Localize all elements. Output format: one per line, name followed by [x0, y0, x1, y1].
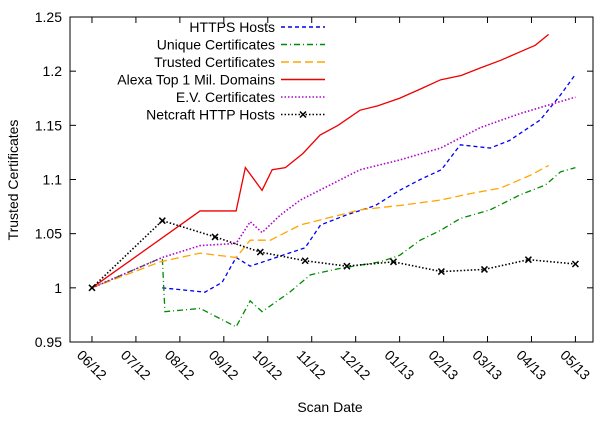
legend-label: Trusted Certificates [154, 54, 275, 70]
y-tick-label: 1.05 [35, 226, 62, 242]
point-marker [158, 217, 166, 225]
y-tick-label: 1.15 [35, 117, 62, 133]
x-tick-label: 04/13 [513, 347, 549, 383]
y-tick-label: 1.1 [43, 172, 63, 188]
y-tick-label: 0.95 [35, 334, 62, 350]
point-marker [571, 260, 579, 268]
x-tick-label: 07/12 [118, 347, 154, 383]
point-marker [480, 265, 488, 273]
y-tick-label: 1 [54, 280, 62, 296]
series-line [162, 74, 576, 293]
series-line [91, 219, 576, 289]
x-tick-label: 01/13 [382, 347, 418, 383]
x-tick-label: 09/12 [206, 347, 242, 383]
x-tick-label: 02/13 [425, 347, 461, 383]
plot-frame [69, 16, 594, 343]
x-tick-label: 11/12 [294, 347, 330, 383]
legend-label: Unique Certificates [157, 37, 275, 53]
y-tick-label: 1.25 [35, 9, 62, 25]
x-tick-label: 12/12 [338, 347, 374, 383]
x-tick-label: 10/12 [250, 347, 286, 383]
series-line [91, 33, 550, 289]
series-line [91, 164, 549, 289]
point-marker [301, 257, 309, 265]
y-tick-label: 1.2 [43, 63, 63, 79]
point-marker [524, 256, 532, 264]
legend-label: Netcraft HTTP Hosts [146, 107, 275, 123]
legend-marker [299, 110, 307, 119]
legend-label: E.V. Certificates [176, 89, 275, 105]
point-marker [343, 262, 351, 270]
x-tick-label: 05/13 [557, 347, 593, 383]
x-axis-label: Scan Date [297, 399, 363, 415]
x-tick-label: 06/12 [74, 347, 110, 383]
series-line [91, 166, 576, 328]
series-line [91, 96, 576, 289]
x-tick-label: 08/12 [162, 347, 198, 383]
point-marker [256, 248, 264, 256]
y-axis-label: Trusted Certificates [5, 120, 21, 241]
point-marker [389, 258, 397, 266]
point-marker [211, 233, 219, 241]
legend-label: HTTPS Hosts [189, 19, 275, 35]
x-tick-label: 03/13 [469, 347, 505, 383]
legend-label: Alexa Top 1 Mil. Domains [117, 72, 275, 88]
point-marker [437, 268, 445, 276]
point-marker [88, 284, 96, 292]
